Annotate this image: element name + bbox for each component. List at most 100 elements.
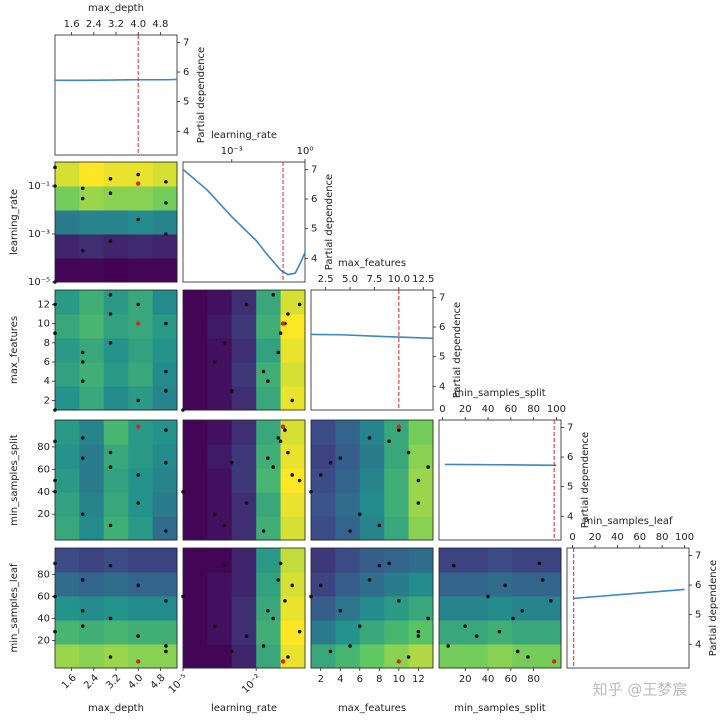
- contour-cell: [231, 644, 257, 669]
- contour-cell: [103, 338, 129, 363]
- contour-cell: [512, 548, 538, 573]
- sample-point: [164, 460, 168, 465]
- sample-point: [164, 179, 168, 184]
- contour-cell: [103, 644, 129, 669]
- sample-point: [416, 634, 421, 638]
- y-tick-label: 40: [37, 613, 50, 624]
- pd-line: [55, 78, 178, 82]
- contour-cell: [79, 596, 105, 621]
- sample-point: [164, 321, 168, 326]
- sample-point: [318, 473, 323, 477]
- x-tick-label: 2.4: [82, 672, 101, 691]
- y-tick-label: 12: [37, 299, 50, 310]
- contour-cell: [79, 516, 105, 541]
- x-axis-label: min_samples_split: [454, 703, 546, 714]
- sample-point: [108, 465, 113, 469]
- contour-cell: [207, 516, 233, 541]
- pd-line: [310, 333, 434, 340]
- contour-cell: [103, 290, 129, 315]
- sample-point: [164, 649, 168, 654]
- contour-cell: [512, 620, 538, 645]
- y-tick-label: 4: [183, 126, 189, 137]
- contour-cell: [256, 548, 282, 573]
- contour-cell: [335, 492, 361, 517]
- contour-cell: [79, 258, 105, 283]
- contour-cell: [55, 210, 80, 235]
- sample-point: [244, 634, 249, 638]
- contour-cell: [280, 444, 306, 469]
- y-axis-label: Partial dependence: [196, 47, 207, 143]
- sample-point: [290, 583, 295, 588]
- contour-cell: [55, 644, 80, 669]
- contour-cell: [103, 362, 129, 387]
- watermark: 知乎 @王梦宸: [593, 681, 688, 699]
- x-tick-label: 20: [589, 532, 602, 543]
- contour-cell: [335, 644, 361, 669]
- contour-cell: [512, 644, 538, 669]
- contour-cell: [183, 596, 208, 621]
- contour-cell: [152, 420, 178, 445]
- x-tick-label: 1.6: [60, 672, 79, 691]
- contour-cell: [231, 314, 257, 339]
- sample-point: [276, 436, 281, 440]
- contour-cell: [359, 516, 385, 541]
- contour-cell: [207, 386, 233, 411]
- sample-point: [244, 302, 249, 307]
- contour-cell: [152, 290, 178, 315]
- contour-cell: [103, 572, 129, 597]
- contour-cell: [408, 596, 434, 621]
- pd-line: [573, 588, 685, 600]
- sample-point: [164, 200, 168, 205]
- contour-cell: [183, 420, 208, 445]
- y-tick-label: 6: [439, 322, 445, 333]
- y-tick-label: 6: [44, 357, 50, 368]
- contour-cell: [128, 338, 154, 363]
- y-tick-label: 5: [311, 224, 317, 235]
- sample-point: [271, 616, 276, 621]
- sample-point: [108, 293, 113, 297]
- contour-cell: [280, 420, 306, 445]
- y-tick-label: 4: [44, 376, 50, 387]
- y-tick-label: 40: [37, 487, 50, 498]
- sample-point: [222, 523, 227, 528]
- sample-point: [80, 360, 85, 364]
- sample-point: [80, 624, 85, 628]
- contour-cell: [384, 572, 410, 597]
- sample-point: [278, 331, 283, 336]
- sample-point: [136, 217, 140, 222]
- contour-cell: [152, 258, 178, 283]
- sample-point: [261, 644, 266, 648]
- y-axis-label: learning_rate: [9, 189, 20, 255]
- contour-cell: [280, 338, 306, 363]
- sample-point: [80, 608, 85, 613]
- contour-cell: [256, 314, 282, 339]
- sample-point: [540, 578, 545, 582]
- sample-point: [283, 428, 287, 432]
- contour-cell: [359, 548, 385, 573]
- contour-cell: [207, 492, 233, 517]
- contour-cell: [311, 492, 336, 517]
- pd-line: [444, 463, 557, 467]
- contour-cell: [231, 444, 257, 469]
- best-point: [135, 659, 141, 664]
- sample-point: [297, 478, 302, 483]
- x-tick-label: 10⁰: [297, 146, 314, 157]
- sample-point: [108, 239, 113, 244]
- sample-point: [108, 563, 113, 568]
- sample-point: [136, 634, 140, 638]
- sample-point: [80, 248, 85, 253]
- contour-cell: [408, 420, 434, 445]
- contour-cell: [55, 468, 80, 493]
- y-tick-label: 80: [37, 442, 50, 453]
- contour-cell: [55, 258, 80, 283]
- contour-cell: [408, 644, 434, 669]
- contour-cell: [55, 234, 80, 259]
- contour-cell: [103, 516, 129, 541]
- contour-cell: [128, 444, 154, 469]
- y-tick-label: 10: [37, 319, 50, 330]
- contour-cell: [128, 420, 154, 445]
- sample-point: [548, 599, 553, 603]
- contour-cell: [311, 620, 336, 645]
- sample-point: [446, 644, 450, 648]
- sample-point: [397, 599, 401, 603]
